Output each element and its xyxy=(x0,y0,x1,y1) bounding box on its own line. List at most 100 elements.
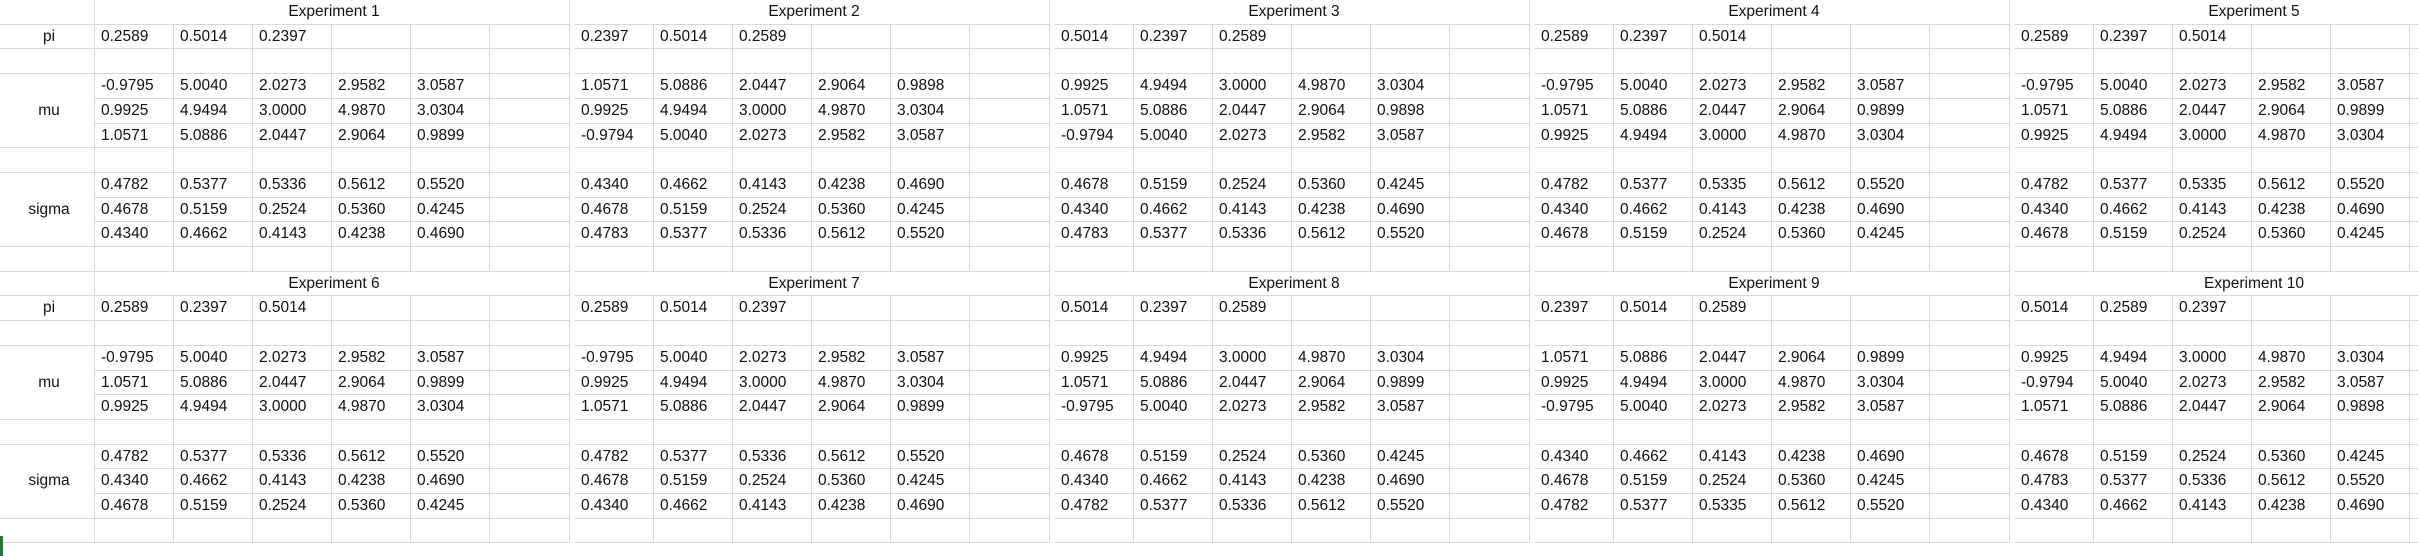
sigma-value-cell[interactable]: 0.4782 xyxy=(575,445,654,469)
empty-cell[interactable] xyxy=(1055,420,1134,445)
mu-value-cell[interactable]: 0.9899 xyxy=(411,371,490,395)
empty-cell[interactable] xyxy=(490,247,570,272)
empty-cell[interactable] xyxy=(1930,296,2010,321)
row-label-cell[interactable] xyxy=(0,519,95,543)
sigma-value-cell[interactable]: 0.4678 xyxy=(1055,173,1134,198)
empty-cell[interactable] xyxy=(575,519,654,543)
row-label-cell[interactable] xyxy=(0,420,95,445)
sigma-value-cell[interactable]: 0.4143 xyxy=(1693,198,1772,222)
sigma-value-cell[interactable]: 0.5336 xyxy=(1213,222,1292,247)
empty-cell[interactable] xyxy=(2410,148,2418,173)
empty-cell[interactable] xyxy=(1292,519,1371,543)
row-label-sigma[interactable]: sigma xyxy=(0,469,95,494)
empty-cell[interactable] xyxy=(1535,519,1614,543)
sigma-value-cell[interactable]: 0.4662 xyxy=(2094,494,2173,519)
empty-cell[interactable] xyxy=(1055,519,1134,543)
mu-value-cell[interactable]: 3.0000 xyxy=(1693,371,1772,395)
mu-value-cell[interactable]: 2.0273 xyxy=(1213,395,1292,420)
empty-cell[interactable] xyxy=(490,173,570,198)
empty-cell[interactable] xyxy=(2094,321,2173,346)
empty-cell[interactable] xyxy=(2252,148,2331,173)
mu-value-cell[interactable]: 3.0000 xyxy=(1213,346,1292,371)
mu-value-cell[interactable]: 3.0304 xyxy=(1851,371,1930,395)
mu-value-cell[interactable]: 1.0571 xyxy=(1055,371,1134,395)
empty-cell[interactable] xyxy=(174,321,253,346)
empty-cell[interactable] xyxy=(733,420,812,445)
row-label-cell[interactable] xyxy=(0,173,95,198)
empty-cell[interactable] xyxy=(891,247,970,272)
mu-value-cell[interactable]: 3.0304 xyxy=(891,99,970,124)
sigma-value-cell[interactable]: 0.5520 xyxy=(411,173,490,198)
row-label-cell[interactable] xyxy=(0,49,95,74)
sigma-value-cell[interactable]: 0.5360 xyxy=(1772,469,1851,494)
mu-value-cell[interactable]: 4.9870 xyxy=(812,99,891,124)
empty-cell[interactable] xyxy=(1292,321,1371,346)
empty-cell[interactable] xyxy=(891,25,970,49)
empty-cell[interactable] xyxy=(1614,148,1693,173)
experiment-title[interactable]: Experiment 7 xyxy=(575,272,1050,296)
empty-cell[interactable] xyxy=(1851,25,1930,49)
empty-cell[interactable] xyxy=(1450,469,1530,494)
sigma-value-cell[interactable]: 0.4238 xyxy=(332,222,411,247)
sigma-value-cell[interactable]: 0.5159 xyxy=(174,494,253,519)
mu-value-cell[interactable]: 2.9064 xyxy=(812,395,891,420)
pi-value-cell[interactable]: 0.5014 xyxy=(654,296,733,321)
sigma-value-cell[interactable]: 0.5520 xyxy=(1371,222,1450,247)
empty-cell[interactable] xyxy=(2252,519,2331,543)
empty-cell[interactable] xyxy=(1851,321,1930,346)
empty-cell[interactable] xyxy=(1213,321,1292,346)
empty-cell[interactable] xyxy=(2331,321,2410,346)
empty-cell[interactable] xyxy=(575,321,654,346)
mu-value-cell[interactable]: 2.9582 xyxy=(332,346,411,371)
mu-value-cell[interactable]: 2.0273 xyxy=(253,346,332,371)
mu-value-cell[interactable]: 2.0447 xyxy=(1693,99,1772,124)
empty-cell[interactable] xyxy=(970,99,1050,124)
sigma-value-cell[interactable]: 0.4690 xyxy=(891,494,970,519)
empty-cell[interactable] xyxy=(1292,25,1371,49)
sigma-value-cell[interactable]: 0.5520 xyxy=(1851,173,1930,198)
mu-value-cell[interactable]: 2.9064 xyxy=(812,74,891,99)
sigma-value-cell[interactable]: 0.4678 xyxy=(575,198,654,222)
sigma-value-cell[interactable]: 0.4340 xyxy=(95,222,174,247)
experiment-title[interactable]: Experiment 3 xyxy=(1055,0,1530,25)
empty-cell[interactable] xyxy=(1292,296,1371,321)
empty-cell[interactable] xyxy=(2410,420,2418,445)
sigma-value-cell[interactable]: 0.4238 xyxy=(2252,198,2331,222)
empty-cell[interactable] xyxy=(1213,247,1292,272)
mu-value-cell[interactable]: 4.9870 xyxy=(1772,371,1851,395)
empty-cell[interactable] xyxy=(575,49,654,74)
sigma-value-cell[interactable]: 0.4782 xyxy=(95,173,174,198)
mu-value-cell[interactable]: 3.0587 xyxy=(1371,124,1450,148)
empty-cell[interactable] xyxy=(490,124,570,148)
sigma-value-cell[interactable]: 0.4340 xyxy=(575,494,654,519)
mu-value-cell[interactable]: 0.9925 xyxy=(1535,124,1614,148)
empty-cell[interactable] xyxy=(95,247,174,272)
mu-value-cell[interactable]: 0.9899 xyxy=(891,395,970,420)
sigma-value-cell[interactable]: 0.4340 xyxy=(2015,198,2094,222)
mu-value-cell[interactable]: 4.9494 xyxy=(1614,371,1693,395)
empty-cell[interactable] xyxy=(1450,148,1530,173)
empty-cell[interactable] xyxy=(970,49,1050,74)
sigma-value-cell[interactable]: 0.4238 xyxy=(1292,198,1371,222)
mu-value-cell[interactable]: 0.9925 xyxy=(575,371,654,395)
mu-value-cell[interactable]: 2.0273 xyxy=(253,74,332,99)
sigma-value-cell[interactable]: 0.5336 xyxy=(2173,469,2252,494)
empty-cell[interactable] xyxy=(1055,49,1134,74)
empty-cell[interactable] xyxy=(2094,49,2173,74)
pi-value-cell[interactable]: 0.5014 xyxy=(1055,296,1134,321)
empty-cell[interactable] xyxy=(490,420,570,445)
empty-cell[interactable] xyxy=(891,519,970,543)
empty-cell[interactable] xyxy=(332,420,411,445)
pi-value-cell[interactable]: 0.5014 xyxy=(2173,25,2252,49)
mu-value-cell[interactable]: -0.9795 xyxy=(1055,395,1134,420)
sigma-value-cell[interactable]: 0.5360 xyxy=(1772,222,1851,247)
experiment-title[interactable]: Experiment 8 xyxy=(1055,272,1530,296)
experiment-title[interactable]: Experiment 5 xyxy=(2015,0,2418,25)
sigma-value-cell[interactable]: 0.4143 xyxy=(733,494,812,519)
mu-value-cell[interactable]: 3.0000 xyxy=(733,371,812,395)
pi-value-cell[interactable]: 0.2589 xyxy=(1693,296,1772,321)
row-label-cell[interactable] xyxy=(0,321,95,346)
empty-cell[interactable] xyxy=(891,296,970,321)
empty-cell[interactable] xyxy=(2173,321,2252,346)
mu-value-cell[interactable]: 2.0447 xyxy=(253,371,332,395)
